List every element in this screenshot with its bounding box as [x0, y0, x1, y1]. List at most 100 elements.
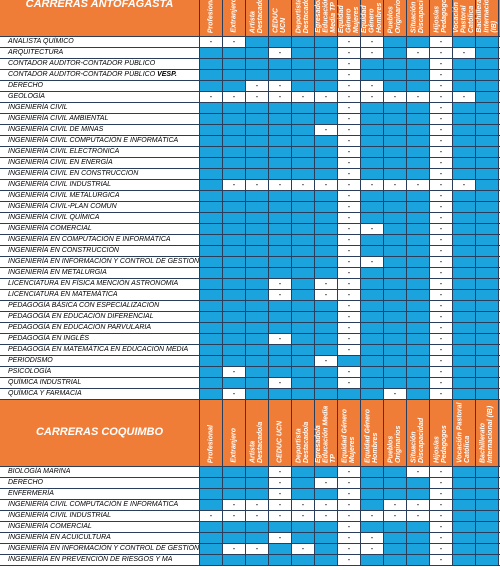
- cell-dash: -: [430, 257, 453, 267]
- cell-dash: -: [338, 37, 361, 47]
- column-header: Equidad Género Hombres: [361, 400, 384, 466]
- cell-available: [453, 378, 476, 388]
- cell-available: [384, 125, 407, 135]
- cell-available: [200, 158, 223, 168]
- cell-available: [269, 389, 292, 399]
- cell-dash: -: [361, 37, 384, 47]
- career-name: INGENIERÍA CIVIL AMBIENTAL: [0, 114, 200, 124]
- cell-available: [269, 103, 292, 113]
- cell-available: [292, 323, 315, 333]
- career-name: CONTADOR AUDITOR-CONTADOR PÚBLICO: [0, 59, 200, 69]
- column-label: Extranjero: [230, 0, 238, 33]
- cell-dash: -: [430, 500, 453, 510]
- cell-dash: -: [338, 268, 361, 278]
- cell-available: [246, 489, 269, 499]
- column-label: Deportista Destacado/a: [295, 0, 311, 33]
- cell-available: [476, 158, 499, 168]
- cell-available: [361, 191, 384, 201]
- cell-dash: -: [361, 224, 384, 234]
- cell-dash: -: [269, 489, 292, 499]
- cell-available: [453, 103, 476, 113]
- career-name: INGENIERÍA CIVIL ELECTRÓNICA: [0, 147, 200, 157]
- cell-dash: -: [430, 92, 453, 102]
- cell-available: [315, 224, 338, 234]
- cell-available: [476, 59, 499, 69]
- career-name: INGENIERÍA EN CONSTRUCCIÓN: [0, 246, 200, 256]
- column-label: Situación Discapacidad: [410, 0, 426, 33]
- career-text: GEOLOGÍA: [8, 93, 45, 100]
- column-header: Hijos/as Pedagogos: [430, 400, 453, 466]
- column-label: CEDUC UCN: [272, 8, 288, 33]
- cell-available: [476, 257, 499, 267]
- column-label: Equidad Género Hombres: [364, 408, 380, 463]
- cell-dash: -: [338, 467, 361, 477]
- table-row: PEDAGOGÍA EN EDUCACIÓN DIFERENCIAL - -: [0, 312, 500, 323]
- cell-available: [292, 114, 315, 124]
- cell-available: [292, 125, 315, 135]
- cell-available: [453, 235, 476, 245]
- column-header: Deportista Destacado/a: [292, 400, 315, 466]
- career-text: PERIODISMO: [8, 357, 53, 364]
- table-row: QUÍMICA Y FARMACIA - - -: [0, 389, 500, 400]
- career-text: INGENIERÍA CIVIL EN ENERGÍA: [8, 159, 113, 166]
- cell-available: [453, 367, 476, 377]
- cell-available: [315, 489, 338, 499]
- table-row: LICENCIATURA EN FÍSICA MENCIÓN ASTRONOMI…: [0, 279, 500, 290]
- column-header: Equidad Género Mujeres: [338, 0, 361, 36]
- cell-dash: -: [430, 279, 453, 289]
- column-header: Situación Discapacidad: [407, 400, 430, 466]
- cell-dash: -: [430, 202, 453, 212]
- cell-dash: -: [338, 246, 361, 256]
- cell-available: [246, 367, 269, 377]
- career-name: INGENIERÍA COMERCIAL: [0, 522, 200, 532]
- cell-dash: -: [338, 301, 361, 311]
- cell-available: [453, 356, 476, 366]
- cell-available: [200, 500, 223, 510]
- column-label: Deportista Destacado/a: [295, 421, 311, 463]
- cell-dash: -: [338, 290, 361, 300]
- cell-available: [200, 334, 223, 344]
- cell-dash: -: [223, 37, 246, 47]
- table-row: INGENIERÍA CIVIL METALÚRGICA - -: [0, 191, 500, 202]
- cell-available: [476, 213, 499, 223]
- cell-available: [407, 544, 430, 554]
- cell-available: [246, 246, 269, 256]
- cell-available: [453, 268, 476, 278]
- cell-dash: -: [361, 257, 384, 267]
- career-name: ENFERMERÍA: [0, 489, 200, 499]
- career-text: PEDAGOGÍA EN MATEMÁTICA EN EDUCACIÓN MED…: [8, 346, 189, 353]
- cell-available: [246, 213, 269, 223]
- cell-available: [476, 389, 499, 399]
- cell-available: [361, 202, 384, 212]
- cell-available: [384, 312, 407, 322]
- career-text: INGENIERÍA CIVIL EN CONSTRUCCION: [8, 170, 139, 177]
- cell-available: [361, 334, 384, 344]
- cell-available: [200, 323, 223, 333]
- cell-dash: -: [384, 500, 407, 510]
- cell-dash: -: [338, 378, 361, 388]
- cell-dash: -: [315, 125, 338, 135]
- cell-dash: -: [338, 555, 361, 565]
- cell-available: [223, 81, 246, 91]
- career-name: PSICOLOGÍA: [0, 367, 200, 377]
- cell-available: [246, 114, 269, 124]
- cell-available: [223, 158, 246, 168]
- table-row: INGENIERÍA CIVIL INDUSTRIAL - - - - - - - - - - -: [0, 180, 500, 191]
- cell-available: [384, 290, 407, 300]
- cell-available: [315, 544, 338, 554]
- cell-dash: -: [338, 345, 361, 355]
- cell-available: [361, 114, 384, 124]
- cell-dash: -: [430, 522, 453, 532]
- cell-dash: -: [246, 544, 269, 554]
- column-label: Artista Destacado/a: [249, 421, 265, 463]
- table-row: PEDAGOGÍA BÁSICA CON ESPECIALIZACIÓN - -: [0, 301, 500, 312]
- cell-available: [315, 235, 338, 245]
- cell-dash: -: [292, 544, 315, 554]
- cell-available: [292, 378, 315, 388]
- cell-available: [384, 279, 407, 289]
- cell-available: [223, 268, 246, 278]
- cell-available: [292, 489, 315, 499]
- cell-available: [407, 191, 430, 201]
- cell-available: [315, 522, 338, 532]
- cell-dash: -: [430, 59, 453, 69]
